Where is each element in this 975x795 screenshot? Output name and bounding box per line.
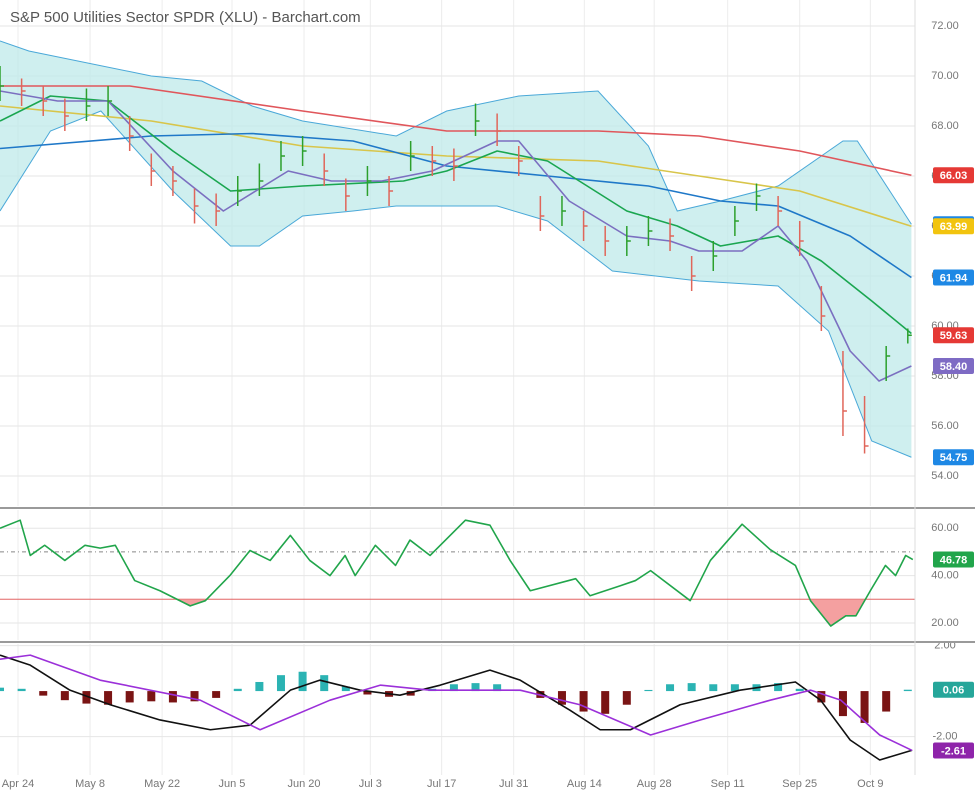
x-tick-label: Apr 24	[2, 778, 34, 790]
histogram-bar	[687, 683, 696, 692]
histogram-bar	[709, 684, 718, 692]
histogram-bar	[449, 684, 458, 692]
x-tick-label: Jul 3	[359, 778, 382, 790]
y-tick-label: 56.00	[931, 420, 959, 432]
x-tick-label: May 22	[144, 778, 180, 790]
value-tag	[933, 218, 974, 235]
value-tag	[933, 449, 974, 466]
value-tag-label: 66.03	[940, 170, 968, 182]
value-tag	[933, 551, 974, 568]
value-tag	[933, 269, 974, 286]
histogram-bar	[882, 691, 891, 712]
value-tag	[933, 167, 974, 184]
histogram-bar	[493, 684, 502, 692]
histogram-bar	[795, 688, 804, 692]
histogram-bar	[0, 687, 4, 692]
value-tag-label: 58.40	[940, 361, 968, 373]
line	[0, 90, 912, 382]
histogram-bar	[363, 691, 372, 695]
histogram-bar	[39, 691, 48, 696]
x-tick-label: Jul 31	[499, 778, 528, 790]
y-tick-label: -2.00	[932, 730, 957, 742]
line	[0, 105, 912, 228]
value-tag-label: 61.94	[940, 272, 968, 284]
histogram-bar	[471, 683, 480, 692]
histogram-bar	[82, 691, 91, 704]
y-tick-label: 20.00	[931, 617, 959, 629]
histogram-bar	[730, 684, 739, 692]
value-tag	[933, 681, 974, 698]
x-tick-label: Sep 11	[711, 778, 745, 790]
value-tag-label: 59.63	[940, 330, 968, 342]
histogram-bar	[838, 691, 847, 717]
line	[0, 654, 913, 752]
histogram-bar	[579, 691, 588, 712]
x-tick-label: May 8	[75, 778, 105, 790]
line	[0, 519, 914, 627]
histogram-bar	[320, 675, 329, 692]
histogram-bar	[255, 681, 264, 692]
line	[0, 85, 912, 177]
y-tick-label: 60.00	[931, 522, 959, 534]
histogram-bar	[125, 691, 134, 703]
value-tag-label: 0.06	[943, 685, 964, 697]
y-tick-label: 68.00	[931, 120, 959, 132]
histogram-bar	[601, 691, 610, 714]
histogram-bar	[557, 691, 566, 705]
histogram-bar	[644, 689, 653, 692]
histogram-bar	[406, 691, 415, 696]
histogram-bar	[666, 684, 675, 692]
histogram-bar	[774, 683, 783, 692]
y-tick-label: 40.00	[931, 569, 959, 581]
histogram-bar	[233, 688, 242, 692]
y-tick-label: 72.00	[931, 20, 959, 32]
y-tick-label: 70.00	[931, 70, 959, 82]
line	[0, 654, 913, 761]
histogram-bar	[860, 691, 869, 723]
value-tag-label: 54.75	[940, 452, 968, 464]
value-tag-label: 46.78	[940, 554, 968, 566]
x-tick-label: Sep 25	[782, 778, 817, 790]
histogram-bar	[622, 691, 631, 705]
oversold-fill	[0, 599, 913, 627]
x-tick-label: Aug 28	[637, 778, 672, 790]
histogram-bar	[298, 671, 307, 692]
value-tag-label: 63.99	[940, 221, 968, 233]
x-tick-label: Jul 17	[427, 778, 456, 790]
band-upper	[0, 40, 912, 225]
histogram-bar	[817, 691, 826, 703]
histogram-bar	[17, 688, 26, 692]
histogram-bar	[212, 691, 221, 698]
y-tick-label: 54.00	[931, 470, 959, 482]
x-tick-label: Aug 14	[567, 778, 602, 790]
histogram-bar	[147, 691, 156, 702]
x-tick-label: Jun 5	[219, 778, 246, 790]
x-tick-label: Jun 20	[288, 778, 321, 790]
histogram-bar	[341, 686, 350, 692]
chart-title: S&P 500 Utilities Sector SPDR (XLU) - Ba…	[10, 9, 361, 26]
band-lower	[0, 110, 912, 458]
x-tick-label: Oct 9	[857, 778, 883, 790]
value-tag	[933, 358, 974, 374]
histogram-bar	[190, 691, 199, 702]
histogram-bar	[60, 691, 69, 701]
band-fill	[0, 41, 912, 458]
histogram-bar	[903, 689, 912, 692]
value-tag	[933, 742, 974, 759]
value-tag-label: -2.61	[941, 745, 966, 757]
histogram-bar	[276, 675, 285, 692]
value-tag	[933, 327, 974, 344]
histogram-bar	[104, 691, 113, 705]
histogram-bar	[168, 691, 177, 703]
